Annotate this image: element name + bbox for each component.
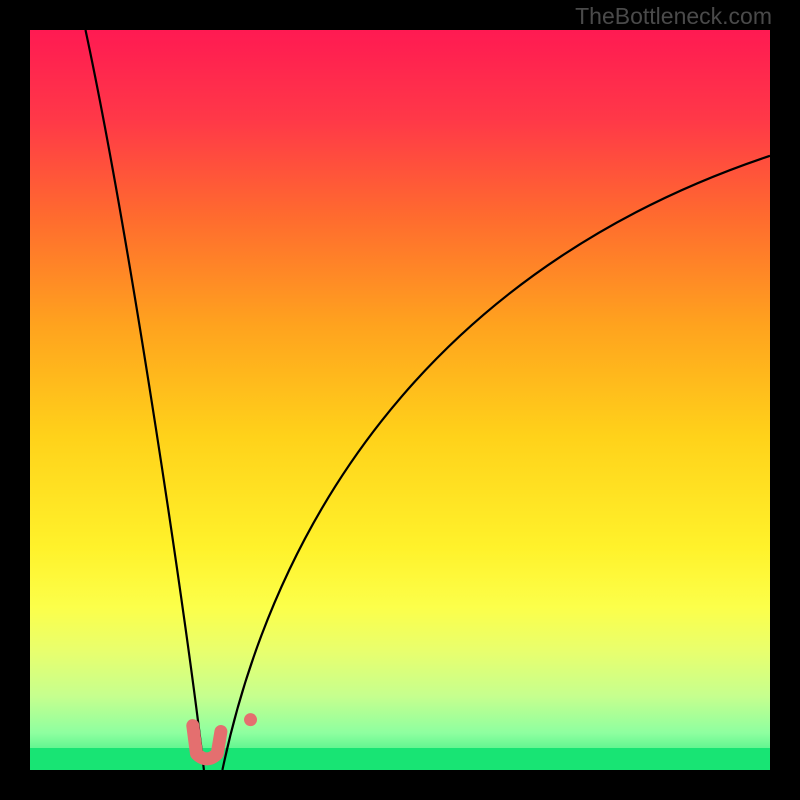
- plot-area: [30, 30, 770, 770]
- dot-marker: [244, 713, 257, 726]
- right-curve: [222, 156, 770, 770]
- curves-layer: [30, 30, 770, 770]
- watermark-text: TheBottleneck.com: [575, 3, 772, 30]
- bottleneck-chart: TheBottleneck.com: [0, 0, 800, 800]
- valley-u-marker: [193, 726, 221, 759]
- left-curve: [86, 30, 204, 770]
